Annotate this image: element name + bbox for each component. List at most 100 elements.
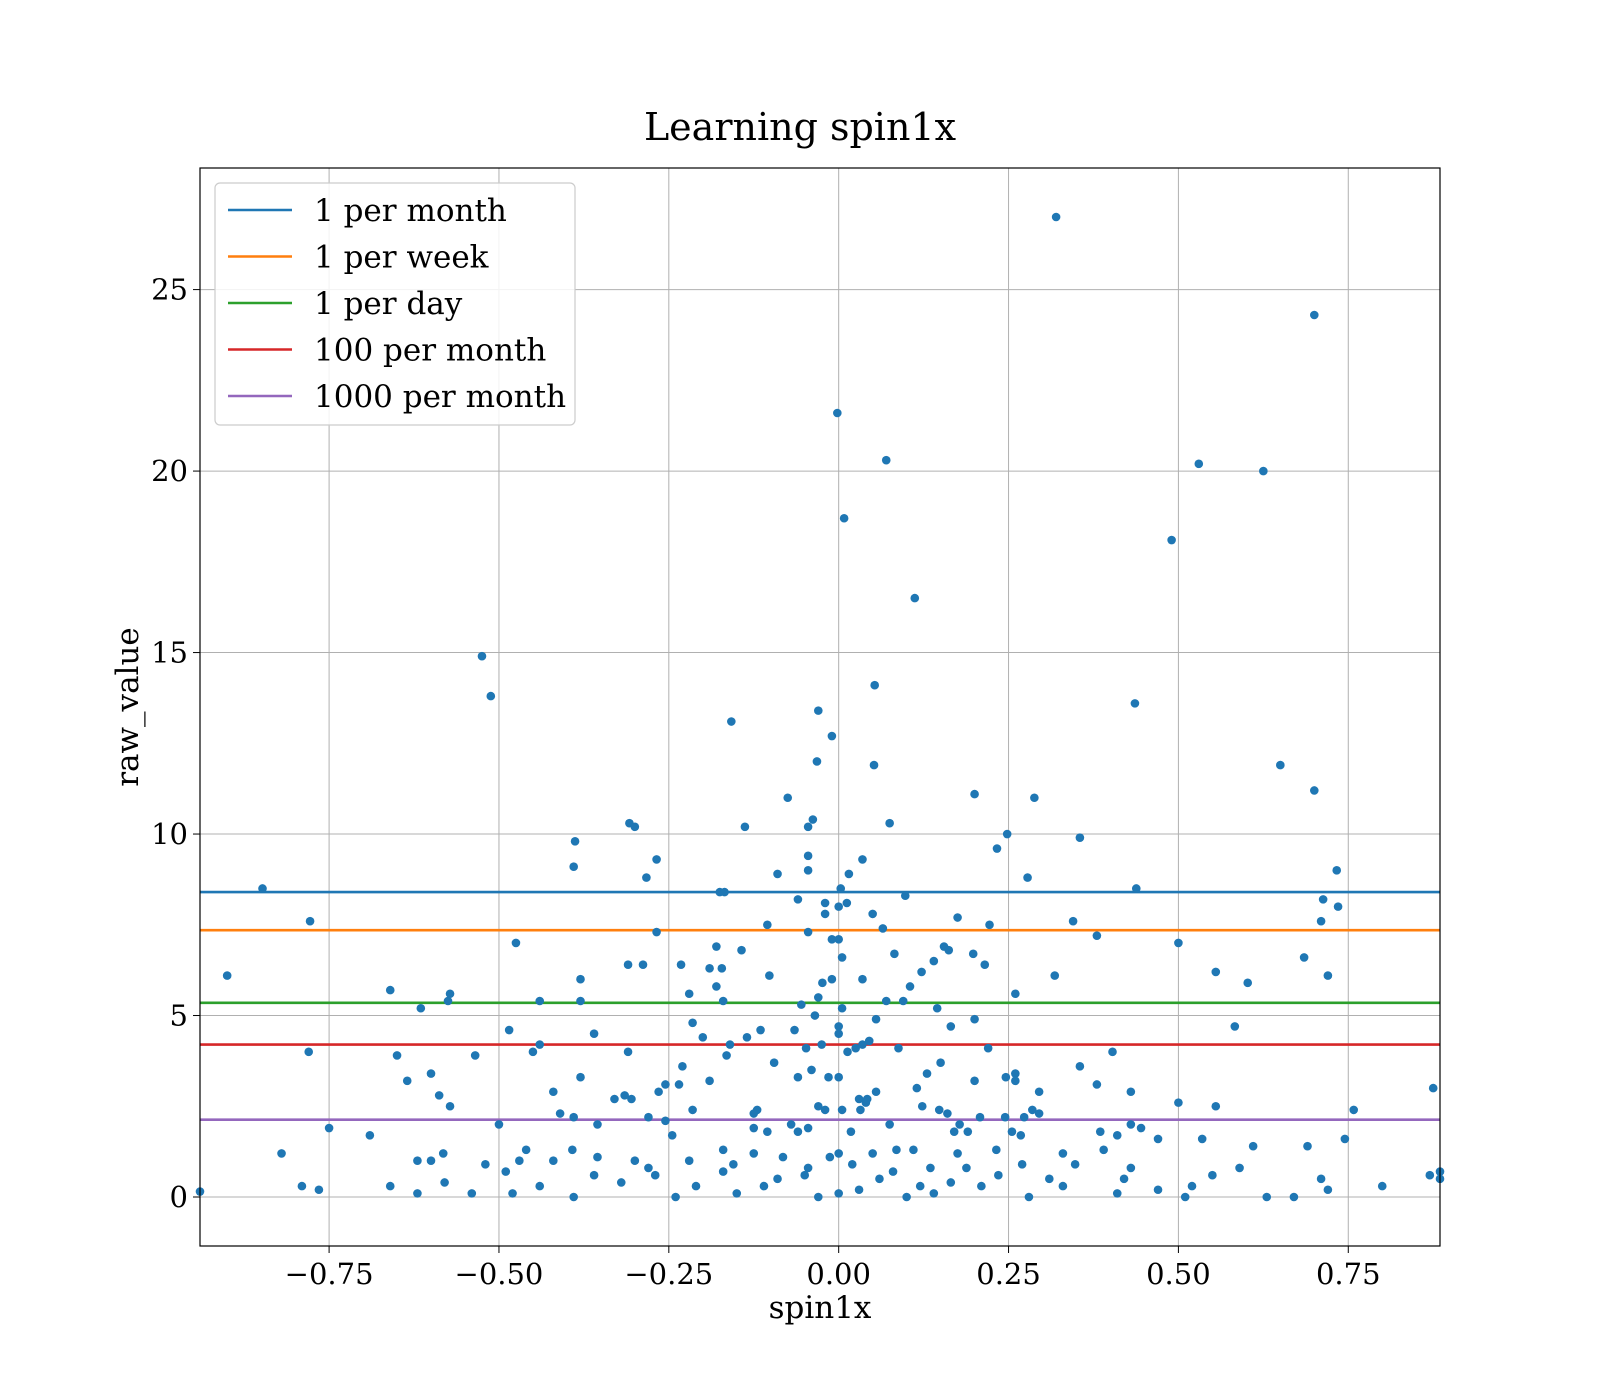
scatter-point: [638, 960, 648, 970]
scatter-point: [620, 1091, 629, 1100]
grid: [200, 168, 1440, 1246]
scatter-point: [712, 942, 721, 951]
scatter-point: [929, 1189, 939, 1198]
scatter-point: [1011, 1076, 1020, 1086]
scatter-point: [650, 1170, 660, 1180]
scatter-point: [858, 974, 867, 984]
y-tick-label: 0: [170, 1180, 188, 1214]
scatter-point: [1002, 829, 1012, 839]
scatter-point: [983, 1043, 993, 1053]
scatter-point: [1024, 1192, 1034, 1202]
scatter-point: [1180, 1192, 1190, 1202]
scatter-point: [1243, 978, 1253, 988]
scatter-point: [1153, 1134, 1163, 1144]
scatter-point: [1045, 1174, 1054, 1184]
scatter-point: [834, 1029, 843, 1038]
scatter-point: [786, 1120, 796, 1129]
scatter-point: [593, 1152, 602, 1162]
scatter-point: [820, 909, 830, 919]
scatter-point: [922, 1069, 932, 1078]
scatter-point: [905, 982, 915, 991]
scatter-point: [305, 916, 315, 926]
scatter-point: [869, 760, 879, 770]
scatter-point: [737, 945, 746, 955]
scatter-point: [1248, 1141, 1258, 1151]
scatter-point: [827, 731, 837, 741]
scatter-point: [871, 1014, 881, 1024]
scatter-point: [769, 1058, 779, 1068]
scatter-point: [1011, 989, 1020, 999]
scatter-point: [803, 1123, 813, 1133]
reference-lines: [200, 890, 1440, 1121]
scatter-point: [778, 1152, 788, 1162]
scatter-point: [222, 971, 232, 980]
scatter-point: [810, 1011, 820, 1020]
scatter-point: [440, 1178, 449, 1187]
scatter-point: [610, 1094, 619, 1104]
scatter-point: [1007, 1127, 1017, 1136]
scatter-point: [977, 1181, 986, 1191]
scatter-point: [568, 1145, 577, 1155]
scatter-point: [812, 757, 822, 766]
scatter-point: [576, 996, 585, 1006]
scatter-point: [944, 945, 954, 955]
scatter-point: [858, 1040, 867, 1049]
scatter-point: [844, 869, 854, 879]
scatter-point: [808, 815, 818, 824]
scatter-point: [846, 1127, 856, 1136]
scatter-point: [994, 1170, 1003, 1180]
scatter-point: [814, 1192, 823, 1202]
scatter-point: [1092, 931, 1102, 940]
scatter-point: [881, 996, 891, 1006]
scatter-point: [749, 1109, 759, 1118]
scatter-point: [504, 1025, 514, 1035]
scatter-point: [1340, 1134, 1350, 1144]
scatter-point: [688, 1018, 697, 1028]
scatter-point: [1092, 1080, 1102, 1089]
scatter-point: [946, 1022, 956, 1031]
scatter-point: [1153, 1185, 1163, 1195]
scatter-point: [1068, 916, 1078, 926]
scatter-point: [803, 927, 813, 937]
scatter-point: [426, 1156, 436, 1166]
scatter-point: [576, 1072, 585, 1082]
scatter-point: [589, 1170, 599, 1180]
scatter-point: [783, 793, 793, 803]
scatter-point: [644, 1163, 653, 1173]
scatter-point: [570, 836, 580, 846]
scatter-point: [833, 408, 842, 418]
scatter-point: [1316, 916, 1326, 926]
scatter-point: [589, 1029, 599, 1038]
scatter-point: [902, 1192, 911, 1202]
scatter-point: [917, 967, 926, 977]
scatter-point: [413, 1189, 422, 1198]
scatter-point: [630, 822, 640, 832]
legend-label: 1000 per month: [314, 379, 566, 415]
scatter-point: [1303, 1141, 1312, 1151]
scatter-point: [803, 1163, 813, 1173]
scatter-point: [898, 996, 908, 1006]
scatter-point: [1050, 971, 1060, 980]
scatter-point: [773, 1174, 782, 1184]
scatter-point: [878, 924, 888, 933]
scatter-point: [616, 1178, 626, 1187]
scatter-point: [481, 1160, 490, 1169]
scatter-point: [511, 938, 521, 948]
scatter-point: [1126, 1163, 1136, 1173]
scatter-point: [763, 1127, 772, 1136]
scatter-point: [1289, 1192, 1299, 1202]
scatter-point: [949, 1127, 959, 1136]
scatter-point: [1119, 1174, 1129, 1184]
scatter-point: [1428, 1083, 1438, 1093]
scatter-point: [834, 902, 843, 911]
scatter-point: [623, 1047, 633, 1057]
scatter-point: [1108, 1047, 1117, 1057]
scatter-point: [416, 1003, 426, 1013]
y-axis-ticks: 0 5 10 15 20 25: [151, 273, 200, 1214]
scatter-point: [932, 1003, 942, 1013]
scatter-point: [763, 920, 772, 930]
scatter-point: [992, 844, 1002, 853]
scatter-point: [814, 993, 823, 1002]
scatter-point: [1099, 1145, 1108, 1155]
legend-label: 1 per month: [314, 193, 507, 229]
